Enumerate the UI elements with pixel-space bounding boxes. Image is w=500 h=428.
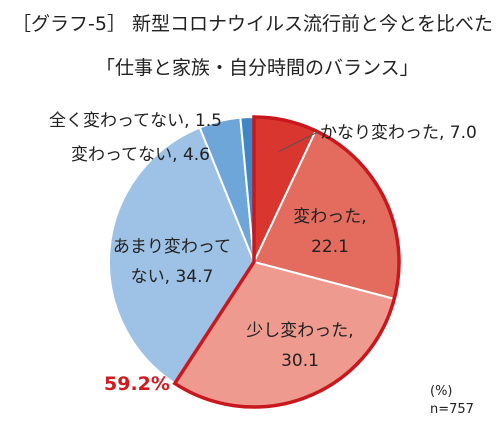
- pie-slice-not-much: [108, 126, 256, 385]
- slice-label-changed-line-2: 22.1: [311, 237, 349, 257]
- highlight-total-label: 59.2%: [104, 373, 170, 395]
- leader-lines: [278, 131, 319, 153]
- slice-label-not-much-line-1: あまり変わって: [113, 237, 231, 257]
- slice-label-not-at-all: 全く変わってない, 1.5: [49, 111, 222, 131]
- sample-size-label: n=757: [430, 402, 474, 417]
- slice-label-not-much-line-2: ない, 34.7: [131, 267, 214, 287]
- slice-label-changed-a-little-line-2: 30.1: [281, 351, 319, 371]
- title-line-2: 「仕事と家族・自分時間のバランス」: [96, 57, 419, 79]
- title-line-1: ［グラフ-5］ 新型コロナウイルス流行前と今とを比べた: [12, 13, 493, 35]
- slice-label-changed-a-little-line-1: 少し変わった,: [246, 321, 353, 341]
- highlight-outline: [172, 115, 401, 409]
- unit-label: (%): [430, 384, 453, 399]
- slice-label-changed-a-lot: かなり変わった, 7.0: [320, 123, 477, 143]
- slice-label-not-changed: 変わってない, 4.6: [71, 145, 210, 165]
- leader-line-changed-a-lot: [278, 131, 319, 153]
- slice-labels: かなり変わった, 7.0 変わった, 22.1 少し変わった, 30.1 あまり変わってな…: [49, 111, 477, 371]
- slice-label-changed-line-1: 変わった,: [293, 207, 366, 227]
- pie-slices: [108, 115, 401, 409]
